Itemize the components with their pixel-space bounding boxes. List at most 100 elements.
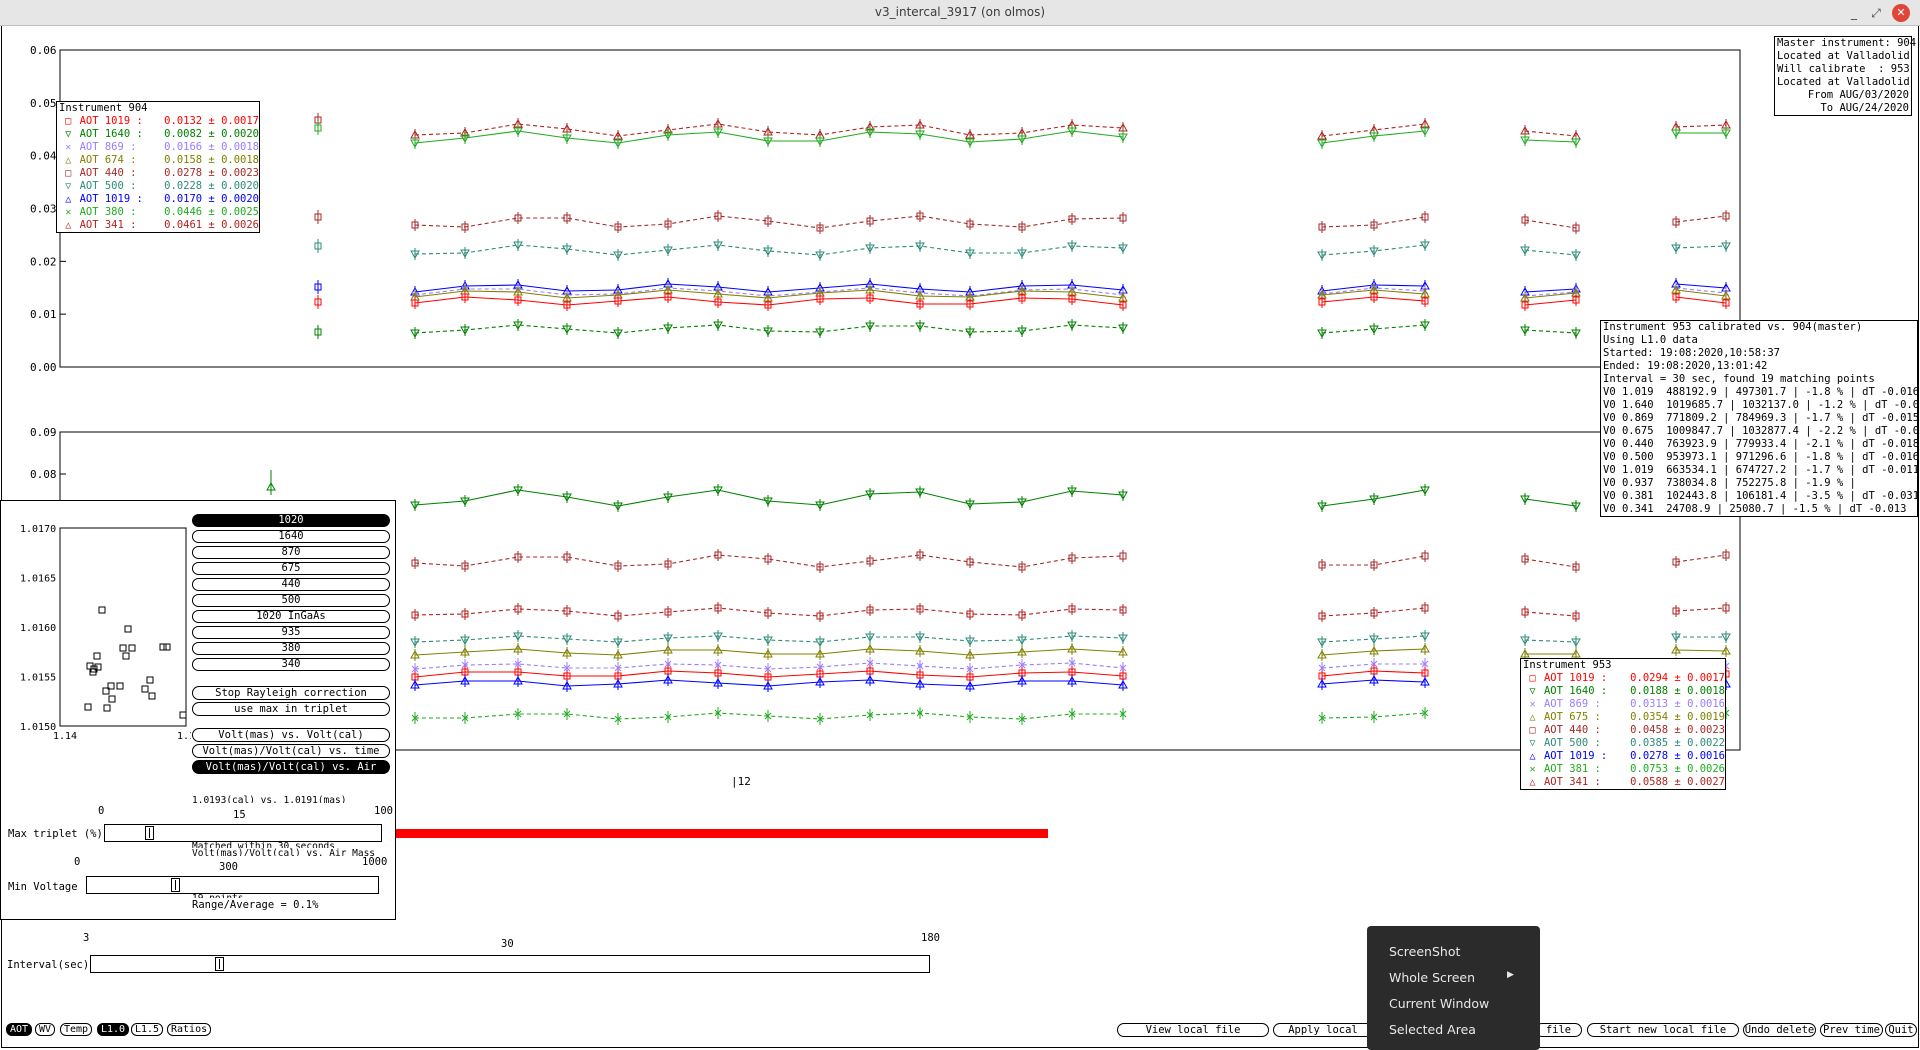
tab-temp[interactable]: Temp xyxy=(60,1023,93,1036)
volt-ratio-vs-airmass-button[interactable]: Volt(mas)/Volt(cal) vs. Air Mass xyxy=(192,760,390,785)
min-voltage-slider[interactable] xyxy=(86,876,379,894)
marker-icon: □ xyxy=(1529,673,1536,684)
data-point xyxy=(1421,297,1429,305)
min-voltage-thumb[interactable] xyxy=(171,878,180,892)
interval-slider[interactable] xyxy=(90,955,930,973)
minimize-icon[interactable]: _ xyxy=(1851,6,1857,20)
volt-vs-volt-button[interactable]: Volt(mas) vs. Volt(cal) xyxy=(192,728,390,742)
calibration-results-box: Instrument 953 calibrated vs. 904(master… xyxy=(1600,320,1920,517)
series-line xyxy=(1675,649,1727,652)
menu-item-screenshot[interactable]: ScreenShot xyxy=(1389,944,1461,959)
wavelength-button-675[interactable]: 675 xyxy=(192,562,390,575)
max-triplet-label: Max triplet (%) xyxy=(8,828,103,840)
legend-953-label: AOT 1640 : xyxy=(1543,685,1608,697)
data-point xyxy=(764,301,772,309)
data-point xyxy=(1068,554,1076,562)
volt-ratio-vs-time-button[interactable]: Volt(mas)/Volt(cal) vs. time xyxy=(192,744,390,758)
top-ytick-label: 0.03 xyxy=(30,203,57,216)
data-point xyxy=(1118,634,1128,644)
maximize-icon[interactable]: ⤢ xyxy=(1871,6,1881,20)
wavelength-button-340[interactable]: 340 xyxy=(192,658,390,671)
data-point xyxy=(866,217,874,225)
stop-rayleigh-button[interactable]: Stop Rayleigh correction xyxy=(192,686,390,700)
menu-item-selected-area[interactable]: Selected Area xyxy=(1389,1022,1476,1037)
max-triplet-slider[interactable] xyxy=(104,824,382,842)
tab-ratios[interactable]: Ratios xyxy=(167,1023,212,1036)
wavelength-button-1020[interactable]: 1020 xyxy=(192,514,390,527)
scatter-point xyxy=(93,652,101,660)
data-point xyxy=(1521,216,1529,224)
tab-l10[interactable]: L1.0 xyxy=(97,1023,130,1036)
data-point xyxy=(1317,638,1327,648)
tab-l15[interactable]: L1.5 xyxy=(131,1023,164,1036)
wavelength-button-1640[interactable]: 1640 xyxy=(192,530,390,543)
wavelength-button-870[interactable]: 870 xyxy=(192,546,390,559)
data-point xyxy=(815,328,825,338)
data-point xyxy=(866,711,874,719)
data-point xyxy=(663,634,673,644)
start-new-local-file-button[interactable]: Start new local file xyxy=(1587,1023,1739,1037)
window-titlebar: v3_intercal_3917 (on olmos) _ ⤢ ✕ xyxy=(0,0,1920,26)
marker-icon: □ xyxy=(65,168,72,179)
series-line xyxy=(1524,639,1577,643)
legend-953-value: 0.0313 ± 0.0016 xyxy=(1630,698,1725,710)
tab-aot[interactable]: AOT xyxy=(6,1023,33,1036)
data-point xyxy=(663,493,673,503)
data-point xyxy=(1317,502,1327,512)
wavelength-button-935[interactable]: 935 xyxy=(192,626,390,639)
interval-mid: 30 xyxy=(501,938,514,950)
quit-button[interactable]: Quit xyxy=(1885,1023,1917,1037)
tab-wv[interactable]: WV xyxy=(35,1023,56,1036)
data-point xyxy=(915,488,925,498)
data-point xyxy=(714,661,722,669)
scatter-xtick: 1.14 xyxy=(53,731,77,741)
wavelength-button-380[interactable]: 380 xyxy=(192,642,390,655)
data-point xyxy=(664,608,672,616)
use-max-triplet-button[interactable]: use max in triplet xyxy=(192,702,390,716)
data-point xyxy=(1067,321,1077,331)
data-point xyxy=(513,632,523,642)
data-point xyxy=(1420,321,1430,331)
data-point xyxy=(815,648,825,658)
bottom-ytick-label: 0.08 xyxy=(30,468,57,481)
data-point xyxy=(866,606,874,614)
scatter-point xyxy=(179,711,187,719)
legend-953-value: 0.0294 ± 0.0017 xyxy=(1630,672,1725,684)
legend-953-row: □ AOT 440 : 0.0458 ± 0.0023 xyxy=(1521,724,1725,737)
legend-904-label: AOT 341 : xyxy=(79,219,137,231)
prev-time-button[interactable]: Prev time xyxy=(1820,1023,1883,1037)
data-point xyxy=(1018,223,1026,231)
legend-953-value: 0.0278 ± 0.0016 xyxy=(1630,750,1725,762)
data-point xyxy=(764,217,772,225)
wavelength-button-500[interactable]: 500 xyxy=(192,594,390,607)
data-point xyxy=(514,214,522,222)
apply-local-button[interactable]: Apply local xyxy=(1273,1023,1373,1037)
data-point xyxy=(460,497,470,507)
wavelength-button-440[interactable]: 440 xyxy=(192,578,390,591)
menu-item-whole-screen[interactable]: Whole Screen xyxy=(1389,970,1476,985)
min-voltage-label: Min Voltage xyxy=(8,881,78,893)
data-point xyxy=(714,604,722,612)
file-button[interactable]: file xyxy=(1535,1023,1582,1037)
wavelength-button-1020-ingaas[interactable]: 1020 InGaAs xyxy=(192,610,390,623)
undo-delete-button[interactable]: Undo delete xyxy=(1743,1023,1816,1037)
menu-item-current-window[interactable]: Current Window xyxy=(1389,996,1490,1011)
series-line xyxy=(414,244,1124,256)
max-triplet-thumb[interactable] xyxy=(145,826,154,840)
scatter-ytick: 1.0170 xyxy=(20,524,56,535)
data-point xyxy=(1420,643,1430,653)
legend-953-label: AOT 500 : xyxy=(1543,737,1601,749)
data-point xyxy=(1520,326,1530,336)
legend-953-row: □ AOT 1019 : 0.0294 ± 0.0017 xyxy=(1521,672,1725,685)
scatter-point xyxy=(98,606,106,614)
legend-904-label: AOT 1019 : xyxy=(79,115,143,127)
interval-thumb[interactable] xyxy=(215,957,224,971)
data-point xyxy=(663,131,673,141)
close-icon[interactable]: ✕ xyxy=(1892,4,1910,22)
marker-icon: □ xyxy=(1529,725,1536,736)
series-line xyxy=(1524,498,1577,507)
data-point xyxy=(663,644,673,654)
view-local-file-button[interactable]: View local file xyxy=(1117,1023,1269,1037)
data-point xyxy=(1571,648,1581,658)
